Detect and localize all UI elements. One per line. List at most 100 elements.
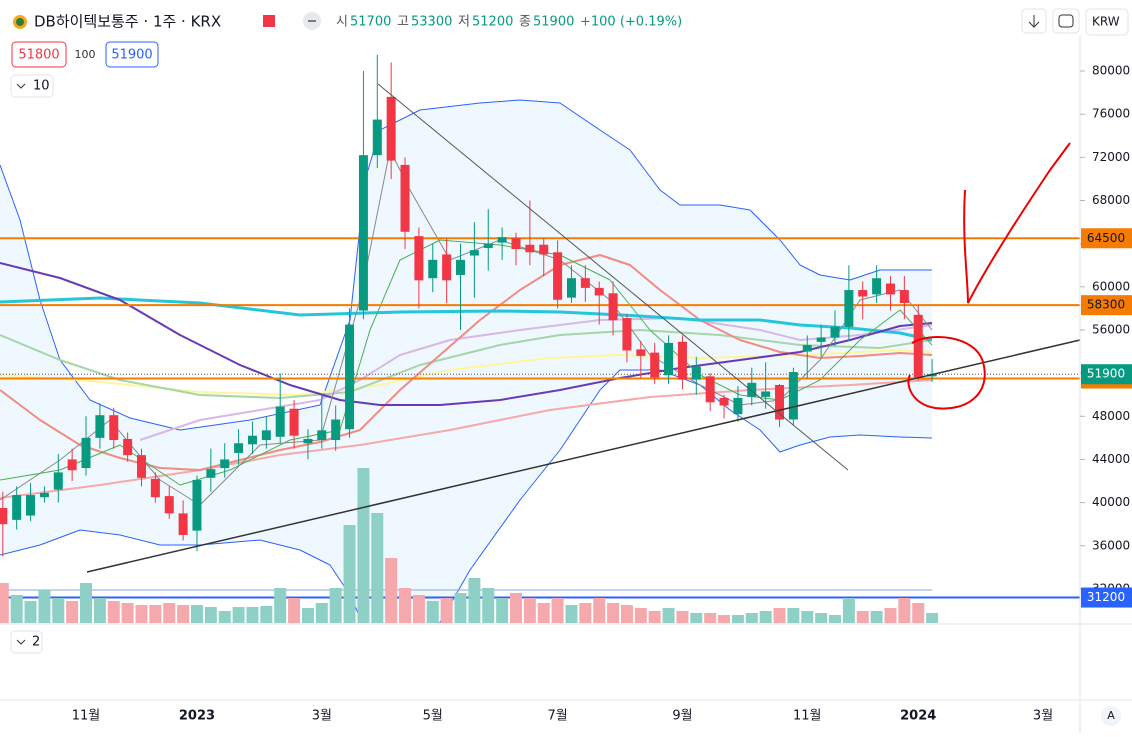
volume-bar xyxy=(801,611,814,623)
volume-bar xyxy=(454,593,467,623)
volume-bar xyxy=(80,583,93,623)
volume-bar xyxy=(246,607,259,623)
price-label: 64500 xyxy=(1087,231,1125,245)
candle-body xyxy=(511,238,521,250)
candle-body xyxy=(123,438,133,456)
volume-bar xyxy=(177,605,190,623)
volume-bar xyxy=(10,595,23,623)
candle-body xyxy=(705,376,715,403)
price-label: 51900 xyxy=(1087,367,1125,381)
candle-body xyxy=(414,236,424,281)
price-label-box xyxy=(1081,587,1132,608)
y-tick-label: 68000 xyxy=(1092,193,1130,207)
candle-body xyxy=(622,318,632,351)
symbol-logo xyxy=(16,18,24,26)
candle-body xyxy=(525,244,535,253)
bollinger-fill xyxy=(0,100,932,623)
candle-body xyxy=(400,164,410,232)
ohlc-value: 51200 xyxy=(472,15,513,30)
candle-body xyxy=(497,237,507,243)
ohlc-value: 53300 xyxy=(411,15,452,30)
volume-bar xyxy=(565,605,578,623)
y-tick-label: 80000 xyxy=(1092,64,1130,78)
volume-bar xyxy=(66,601,79,623)
auto-scale-label: A xyxy=(1107,709,1115,722)
volume-bar xyxy=(884,608,897,623)
volume-bar xyxy=(856,611,869,623)
volume-bar xyxy=(607,603,620,623)
volume-bar xyxy=(399,588,412,623)
volume-bar xyxy=(926,613,939,623)
volume-bar xyxy=(426,601,439,623)
volume-bar xyxy=(912,603,925,623)
volume-bar xyxy=(218,611,231,623)
candle-body xyxy=(913,314,923,378)
candle-body xyxy=(261,430,271,441)
price-label-box xyxy=(1081,364,1132,385)
ohlc-label: 시 xyxy=(336,15,348,30)
candle-body xyxy=(580,278,590,288)
volume-bar xyxy=(274,588,287,623)
candle-body xyxy=(247,435,257,445)
ohlc-label: 고 xyxy=(397,15,409,30)
volume-bar xyxy=(620,605,633,623)
volume-bar xyxy=(579,603,592,623)
y-tick-label: 60000 xyxy=(1092,279,1130,293)
flag-icon[interactable] xyxy=(263,15,275,27)
candle-body xyxy=(594,287,604,296)
volume-bars xyxy=(0,468,939,623)
volume-bar xyxy=(731,615,744,623)
candle-body xyxy=(372,119,382,156)
volume-bar xyxy=(329,588,342,623)
volume-bar xyxy=(523,598,536,623)
volume-bar xyxy=(93,598,106,623)
candle-body xyxy=(206,469,216,478)
x-tick-label: 5월 xyxy=(423,709,443,724)
indicators-toggle[interactable] xyxy=(10,74,54,98)
bid-price: 51800 xyxy=(18,48,59,63)
symbol-title: DB하이텍보통주 · 1주 · KRX xyxy=(34,13,221,31)
volume-bar xyxy=(385,558,398,623)
buy-box[interactable] xyxy=(105,41,159,68)
volume-bar xyxy=(38,590,51,623)
volume-bar xyxy=(815,613,828,623)
volume-bar xyxy=(121,603,134,623)
trend-line xyxy=(86,339,1081,573)
candle-body xyxy=(636,349,646,356)
candle-body xyxy=(12,495,22,520)
sell-box[interactable] xyxy=(11,41,67,68)
candle-body xyxy=(164,496,174,514)
candle-body xyxy=(192,479,202,531)
volume-bar xyxy=(745,613,758,623)
volume-bar xyxy=(315,603,328,623)
candle-body xyxy=(81,437,91,469)
x-tick-label: 2023 xyxy=(179,709,215,724)
currency-button[interactable] xyxy=(1085,8,1129,36)
refresh-button[interactable] xyxy=(1052,8,1080,34)
volume-bar xyxy=(496,598,509,623)
candle-body xyxy=(317,430,327,441)
pane-count: 2 xyxy=(32,635,40,650)
pane-toggle[interactable] xyxy=(10,630,43,654)
candle-body xyxy=(719,397,729,406)
change-value: +100 (+0.19%) xyxy=(580,15,682,30)
y-tick-label: 44000 xyxy=(1092,452,1130,466)
x-tick-label: 11월 xyxy=(72,709,101,724)
candle-body xyxy=(67,459,77,471)
candle-body xyxy=(456,259,466,275)
volume-bar xyxy=(468,578,481,623)
auto-scale-button[interactable] xyxy=(1101,706,1121,726)
candle-body xyxy=(275,406,285,437)
hand-drawn-circle xyxy=(907,336,986,410)
volume-bar xyxy=(634,608,647,623)
volume-bar xyxy=(371,513,384,623)
candle-body xyxy=(442,254,452,281)
bollinger-upper xyxy=(0,99,932,431)
volume-bar xyxy=(870,611,883,623)
volume-bar xyxy=(149,605,162,623)
volume-bar xyxy=(288,598,301,623)
y-tick-label: 72000 xyxy=(1092,150,1130,164)
volume-bar xyxy=(412,595,425,623)
candle-body xyxy=(0,507,8,525)
x-tick-label: 7월 xyxy=(547,709,567,724)
